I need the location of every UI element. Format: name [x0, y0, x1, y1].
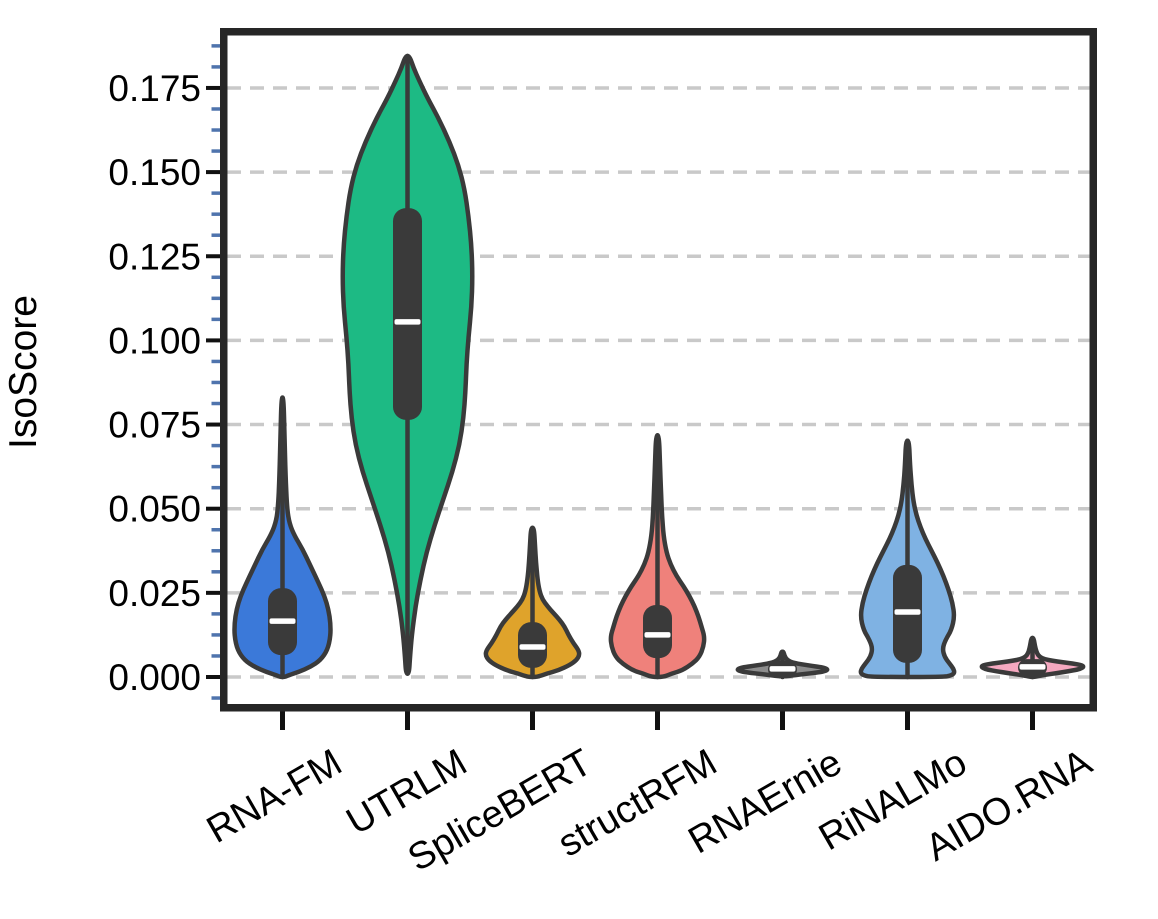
violin-aido-rna — [979, 635, 1086, 680]
y-tick-label: 0.175 — [108, 68, 201, 109]
y-tick-label: 0.075 — [108, 405, 201, 446]
violin-rinalmo — [858, 438, 957, 680]
y-tick-label: 0.050 — [108, 489, 201, 530]
violin-median-rinalmo — [894, 609, 921, 615]
y-tick-label: 0.125 — [108, 236, 201, 277]
violin-box-structrfm — [643, 604, 672, 659]
y-axis: 0.000 0.025 0.050 0.075 0.100 0.125 0.150 0.175 — [108, 44, 220, 700]
violin-median-rna-fm — [269, 618, 296, 624]
y-tick-label: 0.000 — [108, 657, 201, 698]
y-tick-label: 0.025 — [108, 573, 201, 614]
violin-rnaernie — [735, 649, 830, 680]
violin-rna-fm — [232, 395, 333, 680]
violin-median-rnaernie — [769, 666, 796, 672]
violin-structrfm — [608, 433, 707, 680]
violin-median-utrlm — [394, 319, 421, 325]
violin-median-splicebert — [519, 644, 546, 650]
violin-box-utrlm — [393, 208, 422, 420]
violin-median-aido-rna — [1019, 664, 1046, 670]
y-tick-label: 0.150 — [108, 152, 201, 193]
violin-splicebert — [483, 525, 582, 680]
y-tick-label: 0.100 — [108, 320, 201, 361]
violin-median-structrfm — [644, 632, 671, 638]
plot-frame — [220, 28, 1097, 712]
y-axis-title: IsoScore — [2, 295, 45, 449]
violin-utrlm — [340, 53, 475, 676]
